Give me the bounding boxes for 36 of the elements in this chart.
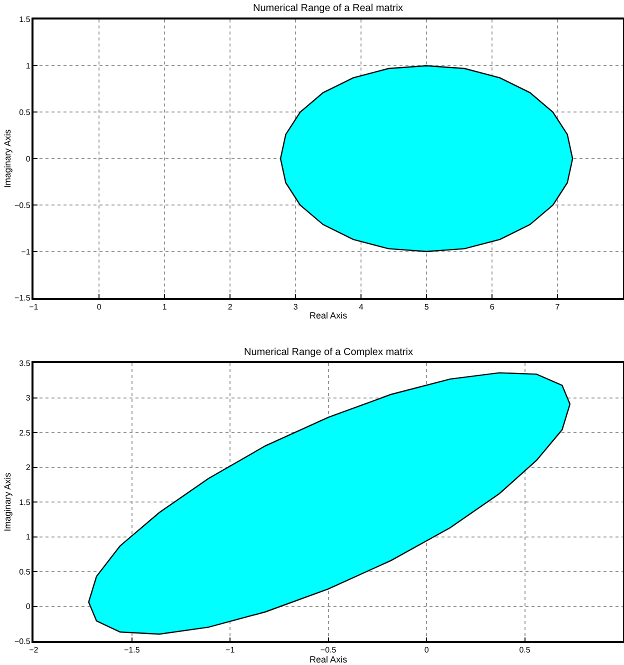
y-tick-label: 1 <box>26 532 31 542</box>
y-tick-label: −0.5 <box>14 636 31 646</box>
x-tick-label: −1 <box>226 645 236 654</box>
chart-title: Numerical Range of a Complex matrix <box>244 347 413 358</box>
x-tick-label: 5 <box>424 302 430 312</box>
chart-title: Numerical Range of a Real matrix <box>253 3 404 14</box>
y-tick-label: 0 <box>26 602 31 612</box>
x-tick-label: 4 <box>358 302 364 312</box>
x-tick-label: 1 <box>162 302 168 312</box>
y-tick-label: 1 <box>26 62 31 71</box>
x-axis-title: Real Axis <box>310 654 348 664</box>
y-tick-label: 0 <box>26 154 31 164</box>
x-tick-label: 6 <box>490 302 495 312</box>
x-tick-label: 3 <box>293 302 298 312</box>
y-axis-title: Imaginary Axis <box>2 128 12 188</box>
x-tick-label: 7 <box>555 302 560 312</box>
y-tick-label: −0.5 <box>14 200 31 210</box>
y-tick-label: −1.5 <box>14 294 31 303</box>
x-tick-label: −0.5 <box>320 645 337 654</box>
x-tick-label: −1.5 <box>124 645 140 654</box>
y-tick-label: 1.5 <box>19 498 31 507</box>
y-tick-label: 0.5 <box>19 567 31 576</box>
y-tick-label: 3.5 <box>19 358 31 368</box>
x-tick-label: 2 <box>228 302 233 312</box>
y-tick-label: 2 <box>26 463 31 472</box>
y-tick-label: 1.5 <box>19 15 31 24</box>
y-tick-label: 0.5 <box>19 108 31 117</box>
y-tick-label: 2.5 <box>19 428 31 438</box>
x-tick-label: 0 <box>424 645 430 654</box>
x-tick-label: 0.5 <box>519 645 531 654</box>
x-axis-title: Real Axis <box>310 310 348 321</box>
y-axis-title: Imaginary Axis <box>2 472 12 532</box>
y-tick-label: 3 <box>26 394 31 403</box>
x-tick-label: 0 <box>96 302 102 312</box>
y-tick-label: −1 <box>21 247 31 256</box>
x-tick-label: −2 <box>29 645 39 654</box>
